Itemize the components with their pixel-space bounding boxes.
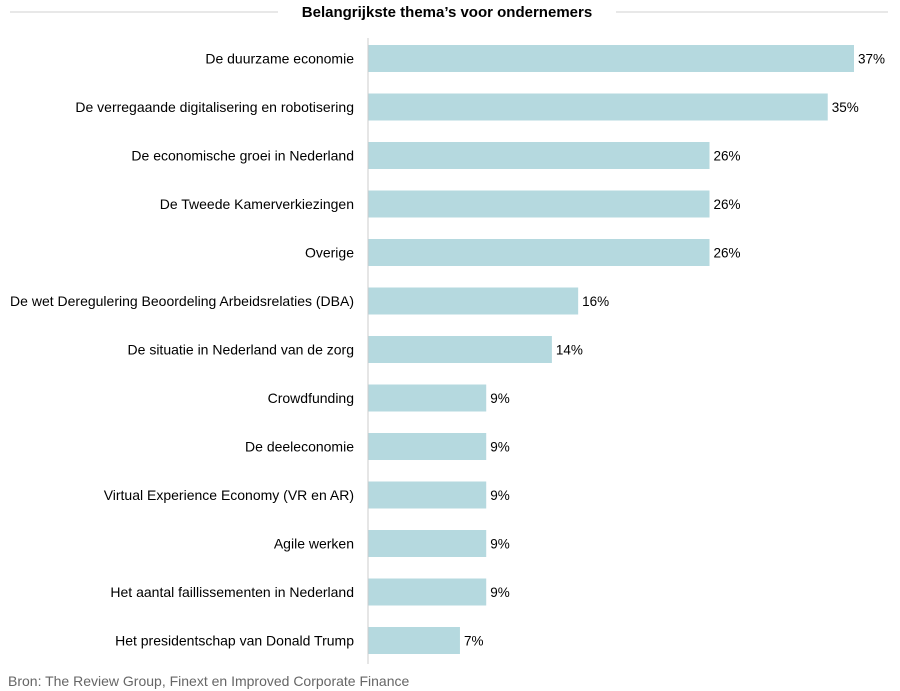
- category-label: Het presidentschap van Donald Trump: [115, 633, 354, 649]
- value-label: 9%: [490, 488, 510, 503]
- bar: [368, 384, 487, 412]
- source-note: Bron: The Review Group, Finext en Improv…: [8, 673, 409, 689]
- value-label: 7%: [464, 634, 484, 649]
- bar: [368, 45, 854, 72]
- category-label: Crowdfunding: [268, 390, 354, 406]
- bar: [368, 481, 487, 509]
- value-label: 9%: [490, 537, 510, 552]
- category-label: Overige: [305, 245, 354, 261]
- category-label: De Tweede Kamerverkiezingen: [160, 196, 354, 212]
- bar: [368, 578, 487, 606]
- bar: [368, 433, 487, 460]
- category-label: De economische groei in Nederland: [131, 148, 354, 164]
- value-label: 37%: [858, 52, 885, 67]
- bar: [368, 530, 487, 557]
- chart-title: Belangrijkste thema’s voor ondernemers: [302, 4, 592, 21]
- bar: [368, 336, 552, 363]
- bar: [368, 287, 579, 315]
- bars-group: De duurzame economie 37% De verregaande di…: [10, 45, 885, 654]
- value-label: 16%: [582, 294, 609, 309]
- value-label: 26%: [714, 149, 741, 164]
- bar: [368, 190, 710, 218]
- bar: [368, 93, 828, 121]
- category-label: De situatie in Nederland van de zorg: [128, 342, 354, 358]
- bar: [368, 142, 710, 169]
- value-label: 26%: [714, 246, 741, 261]
- value-label: 35%: [832, 100, 859, 115]
- value-label: 9%: [490, 440, 510, 455]
- category-label: De verregaande digitalisering en robotis…: [75, 99, 354, 115]
- category-label: Virtual Experience Economy (VR en AR): [104, 487, 354, 503]
- value-label: 14%: [556, 343, 583, 358]
- value-label: 9%: [490, 585, 510, 600]
- category-label: De wet Deregulering Beoordeling Arbeidsr…: [10, 293, 354, 309]
- bar: [368, 239, 710, 266]
- category-label: Het aantal faillissementen in Nederland: [110, 584, 354, 600]
- category-label: De duurzame economie: [205, 51, 354, 67]
- value-label: 9%: [490, 391, 510, 406]
- value-label: 26%: [714, 197, 741, 212]
- category-label: De deeleconomie: [245, 439, 354, 455]
- category-label: Agile werken: [274, 536, 354, 552]
- bar: [368, 627, 460, 654]
